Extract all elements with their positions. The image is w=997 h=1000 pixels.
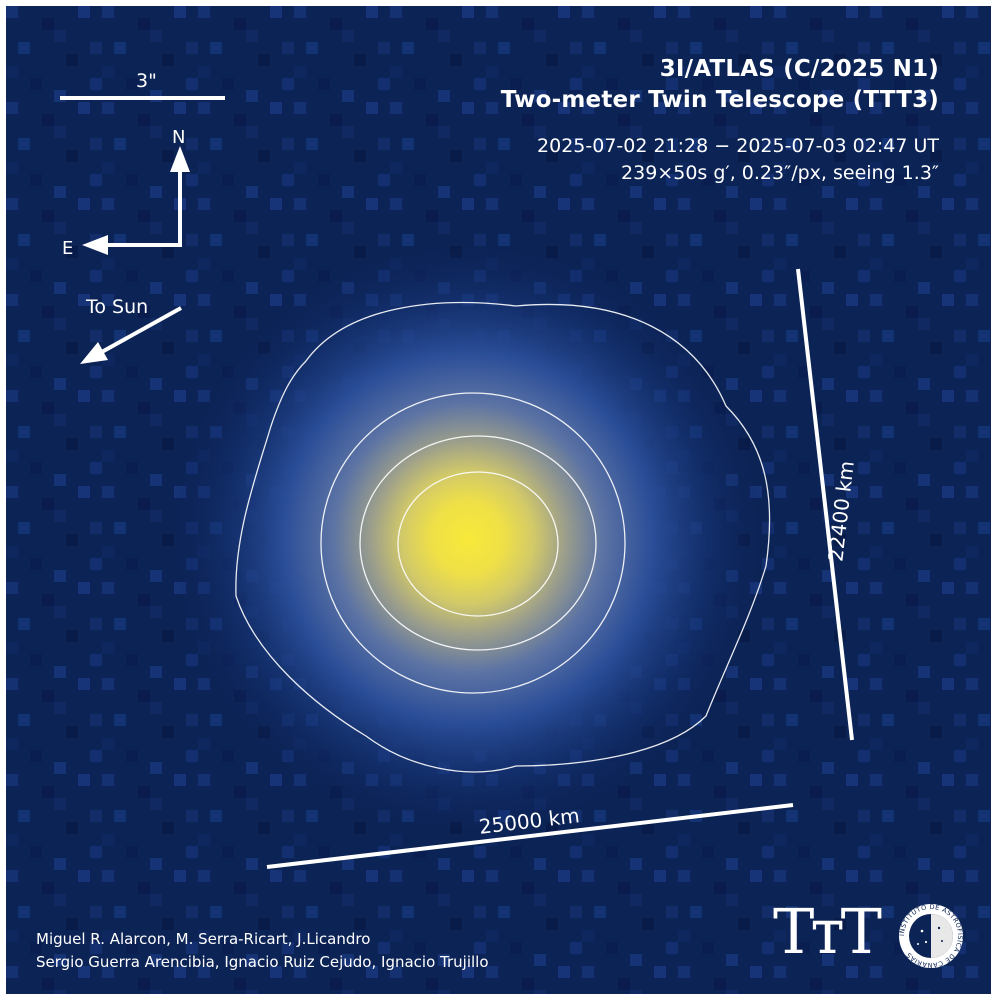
- observation-details: 239×50s g′, 0.23″/px, seeing 1.3″: [621, 162, 939, 184]
- contour-2: [320, 392, 626, 694]
- contour-3: [359, 435, 597, 651]
- horizontal-scale-bar: [266, 803, 794, 869]
- comet-image: 25000 km 22400 km INSTITUTO DE ASTROFISI…: [6, 6, 991, 994]
- object-title: 3I/ATLAS (C/2025 N1): [659, 56, 939, 82]
- ttt-logo: TтT: [773, 895, 882, 968]
- compass: [82, 146, 190, 255]
- north-label: N: [172, 127, 186, 148]
- contour-4: [397, 471, 559, 617]
- east-label: E: [62, 238, 74, 259]
- title-block: 3I/ATLAS (C/2025 N1) Two-meter Twin Tele…: [501, 54, 939, 116]
- sun-direction-label: To Sun: [86, 296, 149, 318]
- image-frame: 25000 km 22400 km INSTITUTO DE ASTROFISI…: [6, 6, 991, 994]
- comet-coma: [168, 248, 768, 828]
- iac-seal: INSTITUTO DE ASTROFISICA DE CANARIAS: [898, 903, 964, 969]
- credits-line-2: Sergio Guerra Arencibia, Ignacio Ruiz Ce…: [36, 953, 489, 971]
- sun-direction-arrow: [80, 306, 182, 364]
- telescope-title: Two-meter Twin Telescope (TTT3): [500, 87, 939, 113]
- observation-dates: 2025-07-02 21:28 − 2025-07-03 02:47 UT: [537, 135, 939, 157]
- isophote-contours: [235, 301, 771, 773]
- north-arrow-head: [170, 146, 190, 172]
- arcsec-scale-label: 3": [136, 70, 157, 92]
- observation-info: 2025-07-02 21:28 − 2025-07-03 02:47 UT 2…: [537, 133, 939, 187]
- vertical-scale-bar: [796, 268, 854, 741]
- credits: Miguel R. Alarcon, M. Serra-Ricart, J.Li…: [36, 928, 489, 974]
- credits-line-1: Miguel R. Alarcon, M. Serra-Ricart, J.Li…: [36, 930, 371, 948]
- east-arrow-head: [82, 235, 108, 255]
- contour-outer: [235, 301, 771, 773]
